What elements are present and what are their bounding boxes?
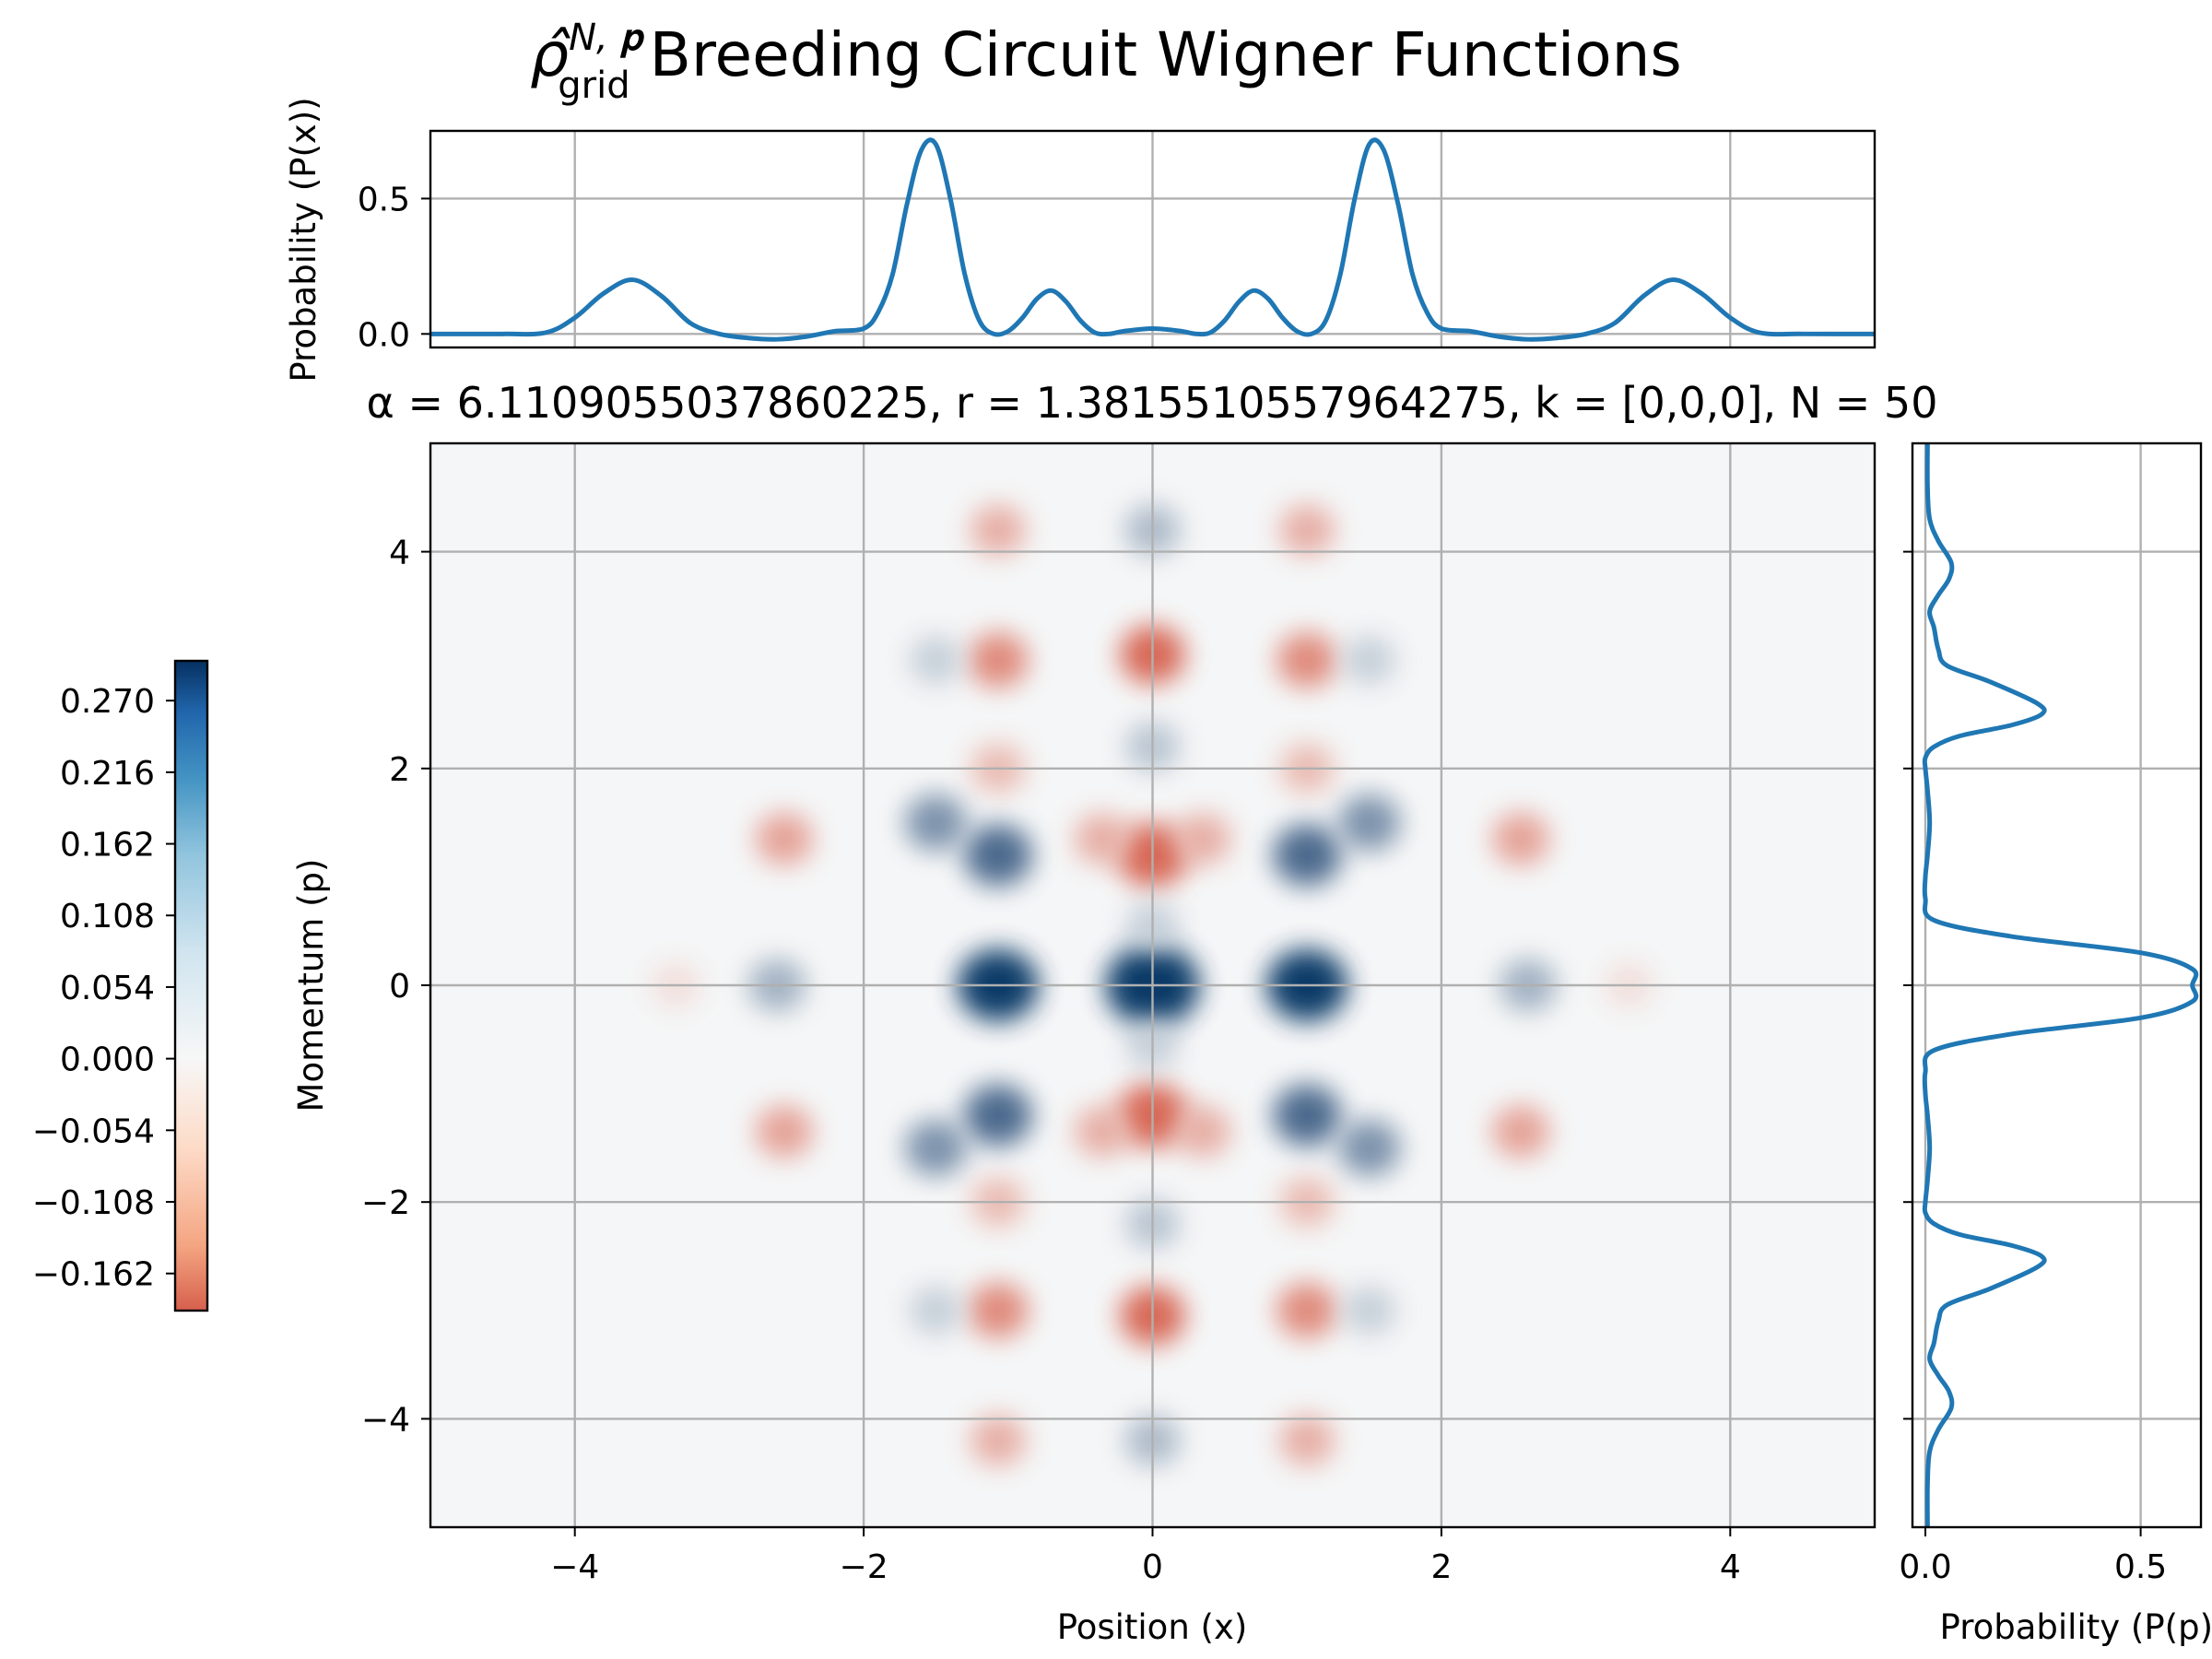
colorbar-tick-label: 0.054 xyxy=(60,970,155,1007)
main-ytick-label: 0 xyxy=(389,968,410,1006)
wigner-peak xyxy=(1273,1084,1342,1147)
colorbar-tick-label: 0.216 xyxy=(60,755,155,793)
wigner-peak xyxy=(1491,812,1550,865)
marginal-p-panel: 0.0 0.5 Probability (P(p)) xyxy=(1899,441,2212,1647)
wigner-peak xyxy=(968,632,1029,688)
marginal-p-xtick-label: 0.5 xyxy=(2114,1548,2167,1586)
main-xtick-label: 4 xyxy=(1720,1548,1741,1586)
main-ytick-label: 2 xyxy=(389,751,410,789)
wigner-peak xyxy=(904,794,968,852)
colorbar-tick-label: −0.162 xyxy=(32,1256,155,1294)
main-xlabel: Position (x) xyxy=(1057,1607,1248,1647)
wigner-peak xyxy=(1491,1105,1550,1159)
wigner-peak xyxy=(1074,1106,1130,1158)
colorbar-tick-label: 0.162 xyxy=(60,827,155,865)
colorbar-tick-label: 0.270 xyxy=(60,683,155,721)
main-xtick-label: −4 xyxy=(550,1548,599,1586)
wigner-peak xyxy=(1277,632,1337,688)
colorbar-tick-label: 0.000 xyxy=(60,1041,155,1079)
main-xtick-label: −2 xyxy=(840,1548,888,1586)
chart-subtitle: α = 6.1109055037860225, r = 1.3815510557… xyxy=(367,378,1938,428)
colorbar: 0.270 0.216 0.162 0.108 0.054 0.000 −0.054 −0.1… xyxy=(32,659,209,1312)
title-math: ρ̂ xyxy=(530,19,571,90)
wigner-peak xyxy=(1273,824,1342,887)
wigner-peak xyxy=(1175,1106,1231,1158)
wigner-peak xyxy=(755,812,814,865)
marginal-x-ytick-label: 0.5 xyxy=(358,181,410,218)
wigner-peak xyxy=(963,824,1032,887)
wigner-peak xyxy=(1337,1119,1401,1176)
wigner-peak xyxy=(970,1415,1027,1466)
main-xtick-label: 2 xyxy=(1430,1548,1452,1586)
colorbar-tick-label: −0.054 xyxy=(32,1112,155,1150)
wigner-peak xyxy=(1277,1282,1337,1338)
wigner-peak xyxy=(970,504,1027,556)
marginal-p-xlabel: Probability (P(p)) xyxy=(1940,1607,2212,1647)
wigner-peak xyxy=(1175,813,1231,865)
wigner-peak xyxy=(1278,504,1335,556)
wigner-peak xyxy=(1343,635,1396,685)
colorbar-tick-label: −0.108 xyxy=(32,1184,155,1222)
title-rest: Breeding Circuit Wigner Functions xyxy=(630,19,1682,90)
marginal-x-ylabel: Probability (P(x)) xyxy=(284,97,324,382)
wigner-peak xyxy=(909,1286,962,1335)
main-ylabel: Momentum (p) xyxy=(291,859,331,1112)
wigner-peak xyxy=(904,1119,968,1176)
marginal-p-curve xyxy=(1922,442,2199,1528)
colorbar-gradient xyxy=(173,659,209,1312)
main-xtick-label: 0 xyxy=(1142,1548,1163,1586)
wigner-peak xyxy=(963,1084,1032,1147)
marginal-p-xtick-label: 0.0 xyxy=(1899,1548,1951,1586)
marginal-x-panel: 0.0 0.5 Probability (P(x)) xyxy=(284,97,1877,382)
wigner-peak xyxy=(1074,813,1130,865)
wigner-peak xyxy=(968,1282,1029,1338)
main-ytick-label: −4 xyxy=(361,1401,410,1439)
wigner-peak xyxy=(755,1105,814,1159)
marginal-x-ytick-label: 0.0 xyxy=(358,316,410,354)
wigner-peak xyxy=(1343,1286,1396,1335)
colorbar-tick-label: 0.108 xyxy=(60,898,155,935)
main-ytick-label: 4 xyxy=(389,535,410,572)
wigner-panel: −4 −2 0 2 4 −4 −2 0 2 4 Position (x) Momentum (p… xyxy=(291,441,1877,1647)
wigner-peak xyxy=(1278,1415,1335,1466)
wigner-peak xyxy=(909,635,962,685)
marginal-x-curve xyxy=(429,137,1876,342)
wigner-peak xyxy=(1337,794,1401,852)
title-subscript: grid xyxy=(558,65,629,107)
chart-title: ρ̂N, 𝐩 grid Breeding Circuit Wigner Funct… xyxy=(530,17,1682,107)
main-ytick-label: −2 xyxy=(361,1184,410,1222)
title-superscript: N, 𝐩 xyxy=(569,17,645,59)
